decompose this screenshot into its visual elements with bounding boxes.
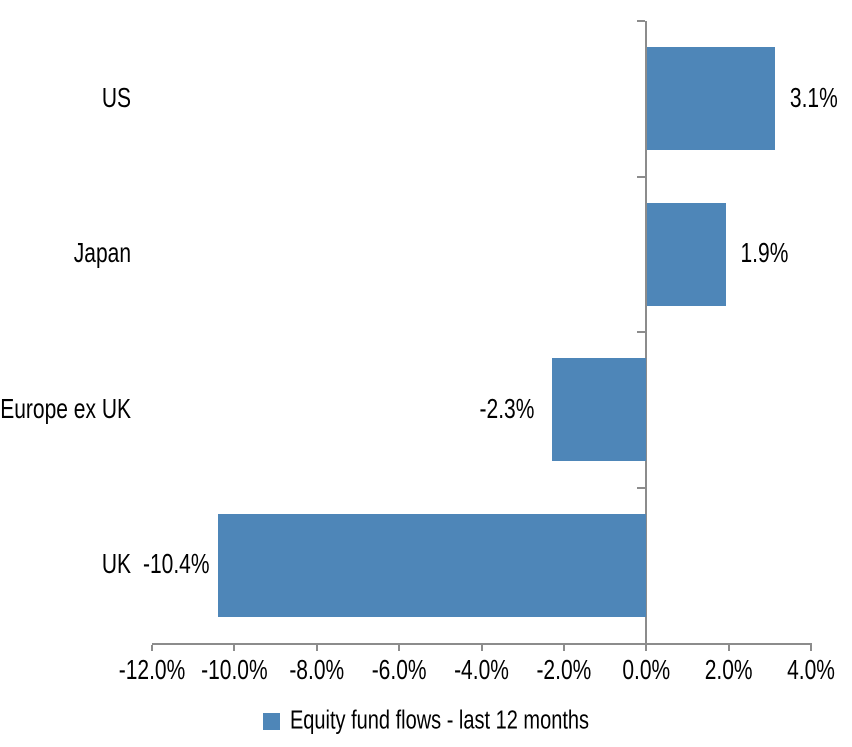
y-axis-tick [637, 486, 646, 489]
data-label-europe-ex-uk: -2.3% [479, 394, 535, 425]
x-axis-tick [810, 645, 812, 651]
x-axis-label: 2.0% [704, 655, 753, 686]
x-axis-tick [315, 645, 318, 651]
x-axis-label: -10.0% [201, 655, 268, 686]
bar-uk [217, 513, 647, 617]
x-axis-label: -6.0% [371, 655, 427, 686]
category-label-us: US [101, 83, 131, 114]
legend-swatch-icon [262, 712, 280, 730]
data-label-us: 3.1% [789, 83, 838, 114]
legend-label: Equity fund flows - last 12 months [289, 706, 590, 735]
bar-japan [647, 202, 726, 306]
x-axis-tick [151, 645, 153, 651]
category-label-europe-ex-uk: Europe ex UK [0, 394, 131, 425]
category-label-uk: UK [101, 549, 131, 580]
x-axis-label: -4.0% [454, 655, 509, 686]
y-axis-line [645, 21, 648, 645]
bar-us [647, 47, 775, 151]
data-label-japan: 1.9% [740, 238, 789, 269]
x-axis-tick [645, 645, 648, 651]
legend: Equity fund flows - last 12 months [0, 701, 852, 741]
x-axis-tick [398, 645, 401, 651]
x-axis-label: -8.0% [289, 655, 345, 686]
x-axis-label: -12.0% [118, 655, 186, 686]
x-axis-label: -2.0% [536, 655, 592, 686]
category-label-japan: Japan [73, 238, 131, 269]
y-axis-tick [637, 175, 646, 178]
x-axis-tick [727, 645, 730, 651]
x-axis-label: 0.0% [622, 655, 671, 686]
y-axis-tick [637, 20, 646, 22]
y-axis-tick [637, 331, 646, 333]
x-axis-tick [480, 645, 483, 651]
data-label-uk: -10.4% [143, 549, 210, 580]
bar-europe-ex-uk [551, 358, 647, 462]
x-axis-tick [562, 645, 565, 651]
x-axis-label: 4.0% [787, 655, 835, 686]
x-axis-tick [233, 645, 236, 651]
x-axis-line [152, 643, 812, 645]
